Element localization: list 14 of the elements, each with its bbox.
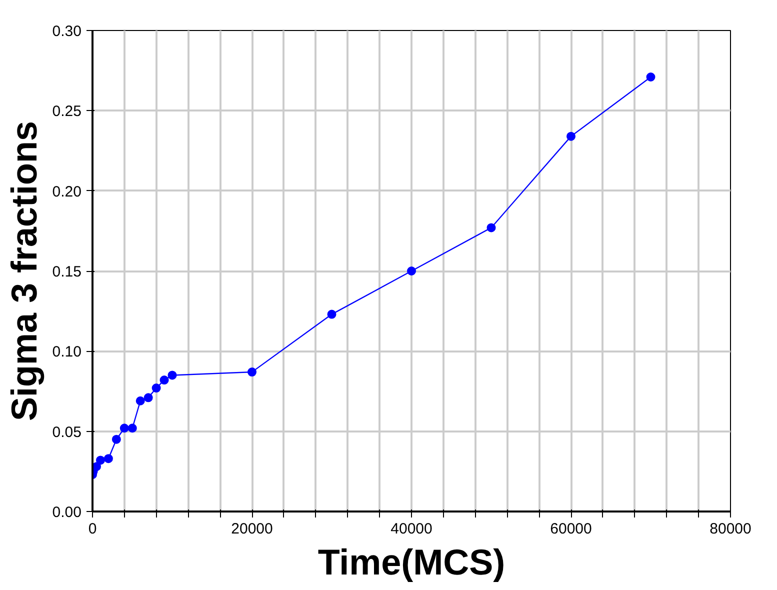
x-tick-label: 0: [88, 520, 97, 538]
x-tick-label: 80000: [710, 520, 752, 538]
x-tick-label: 20000: [231, 520, 273, 538]
y-tick-label: 0.25: [52, 103, 82, 120]
y-tick-label: 0.00: [52, 504, 82, 521]
y-tick-label: 0.10: [52, 344, 82, 361]
x-tick-label: 60000: [550, 520, 592, 538]
y-tick-label: 0.30: [52, 23, 82, 40]
x-axis-title: Time(MCS): [318, 542, 506, 582]
y-tick-label: 0.15: [52, 264, 82, 280]
y-tick-label: 0.05: [52, 424, 82, 441]
x-tick-label: 40000: [390, 520, 432, 538]
y-axis-title: Sigma 3 fractions: [3, 120, 44, 422]
y-tick-label: 0.20: [52, 183, 82, 200]
